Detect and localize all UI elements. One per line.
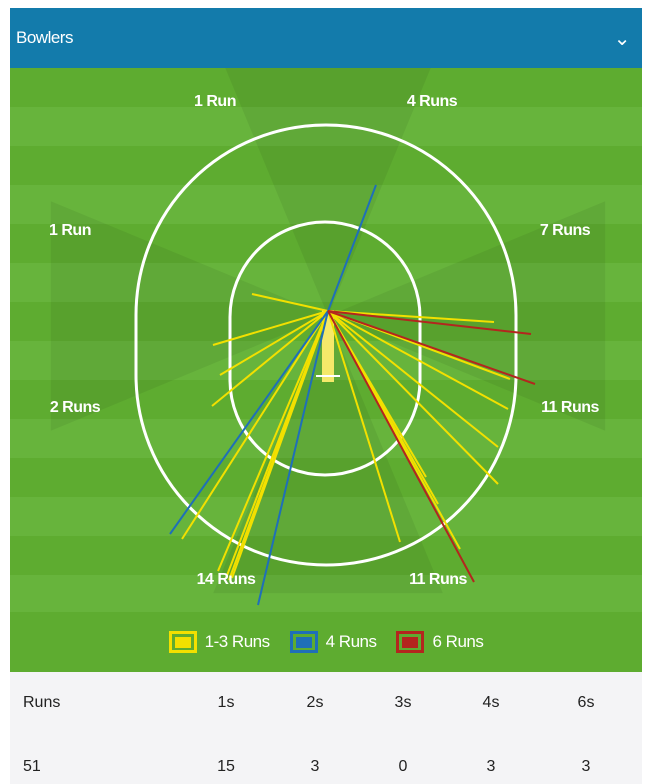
shot-line-1-3-runs [327, 310, 495, 323]
field-stripe [10, 497, 642, 536]
boundary-rope [134, 123, 518, 567]
value-cell: 51 [23, 758, 41, 775]
legend: 1-3 Runs 4 Runs 6 Runs [10, 612, 642, 672]
zone-label: 4 Runs [406, 93, 458, 110]
header-cell: 1s [217, 694, 235, 711]
legend-label: 4 Runs [325, 632, 377, 651]
shot-line-4-runs [327, 184, 377, 312]
table-header-row: Runs 1s 2s 3s 4s 6s [10, 694, 642, 714]
shot-line-4-runs [257, 310, 329, 606]
wagon-wheel: 1 Run 4 Runs 7 Runs 11 Runs 11 Runs 14 R… [10, 68, 642, 612]
zone-label: 1 Run [194, 93, 236, 110]
value-cell: 3 [310, 758, 320, 775]
shot-line-1-3-runs [327, 310, 401, 543]
field-sector [328, 201, 606, 431]
yellow-swatch-icon [168, 631, 197, 653]
zone-label: 2 Runs [49, 399, 101, 416]
table-row: 51 15 3 0 3 3 [10, 758, 642, 778]
shot-line-1-3-runs [231, 310, 329, 579]
inner-circle [228, 220, 422, 477]
field-sector [213, 316, 443, 594]
panel-header[interactable]: Bowlers ⌄ [10, 8, 642, 68]
value-cell: 0 [398, 758, 408, 775]
legend-label: 1-3 Runs [204, 632, 270, 651]
red-swatch-icon [396, 631, 425, 653]
value-cell: 15 [217, 758, 235, 775]
zone-label: 14 Runs [196, 571, 256, 588]
blue-swatch-icon [289, 631, 318, 653]
header-cell: 2s [306, 694, 324, 711]
shot-line-1-3-runs [212, 310, 329, 346]
shot-line-1-3-runs [211, 310, 329, 407]
field-sector [50, 201, 328, 431]
field-stripe [10, 419, 642, 458]
shot-line-1-3-runs [327, 310, 499, 448]
legend-label: 6 Runs [432, 632, 484, 651]
panel-title: Bowlers [16, 28, 73, 47]
value-cell: 3 [581, 758, 591, 775]
zone-label: 11 Runs [409, 571, 467, 588]
pitch [322, 310, 334, 382]
shot-line-1-3-runs [251, 293, 329, 312]
header-cell: Runs [23, 694, 61, 711]
shot-line-6-runs [327, 310, 532, 335]
header-cell: 6s [577, 694, 595, 711]
field-stripe [10, 185, 642, 224]
wagon-wheel-svg [10, 68, 642, 612]
runs-table: Runs 1s 2s 3s 4s 6s 51 15 3 0 3 3 [10, 672, 642, 784]
header-cell: 4s [482, 694, 500, 711]
bowlers-panel: Bowlers ⌄ 1 Run 4 Runs 7 Runs 11 Runs 11… [10, 8, 642, 784]
value-cell: 3 [486, 758, 496, 775]
shot-line-6-runs [327, 310, 475, 583]
field-stripe [10, 263, 642, 302]
legend-item-6-runs: 6 Runs [396, 631, 484, 653]
zone-label: 1 Run [49, 222, 91, 239]
shot-line-6-runs [327, 310, 536, 385]
shot-line-1-3-runs [327, 310, 499, 485]
legend-item-1-3-runs: 1-3 Runs [168, 631, 270, 653]
shot-line-4-runs [169, 310, 329, 535]
shot-line-1-3-runs [219, 310, 329, 376]
header-cell: 3s [394, 694, 412, 711]
shot-line-1-3-runs [181, 310, 329, 540]
zone-label: 11 Runs [541, 399, 599, 416]
legend-item-4-runs: 4 Runs [289, 631, 377, 653]
shot-line-1-3-runs [217, 310, 329, 572]
zone-label: 7 Runs [539, 222, 591, 239]
shot-line-1-3-runs [327, 310, 509, 410]
field-stripe [10, 575, 642, 612]
chevron-down-icon[interactable]: ⌄ [613, 27, 631, 50]
